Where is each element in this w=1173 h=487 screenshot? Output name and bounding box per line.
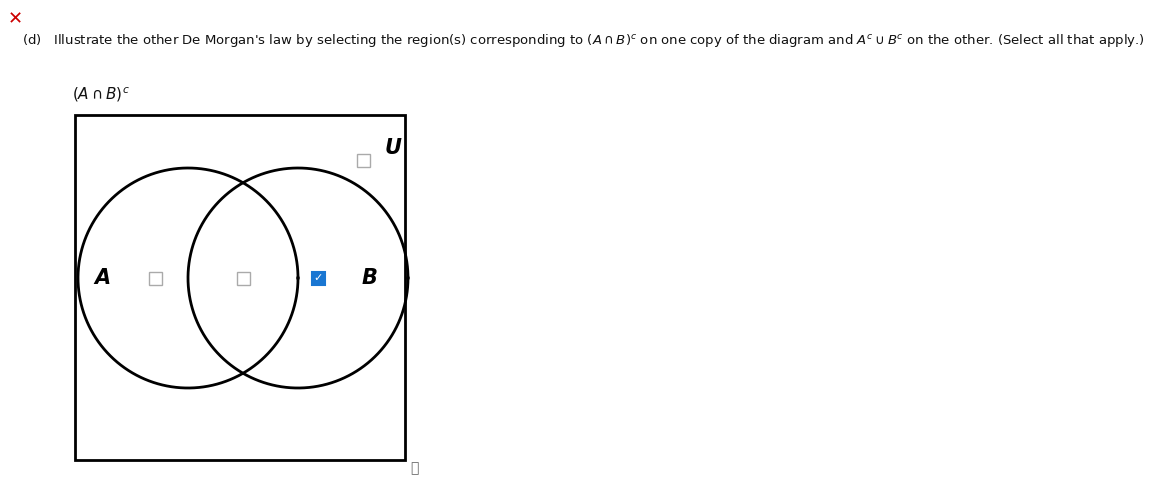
Bar xyxy=(75,115,405,460)
Text: ✓: ✓ xyxy=(313,273,323,283)
Bar xyxy=(357,153,369,167)
Text: ⓘ: ⓘ xyxy=(409,461,419,475)
Bar xyxy=(312,271,325,284)
Bar xyxy=(237,271,250,284)
Text: U: U xyxy=(385,138,401,158)
Bar xyxy=(149,271,162,284)
Text: B: B xyxy=(362,268,378,288)
Text: ✕: ✕ xyxy=(8,10,23,28)
Text: A: A xyxy=(94,268,110,288)
Text: (d)   Illustrate the other De Morgan's law by selecting the region(s) correspond: (d) Illustrate the other De Morgan's law… xyxy=(22,32,1145,49)
Text: $(A \cap B)^c$: $(A \cap B)^c$ xyxy=(72,85,130,104)
